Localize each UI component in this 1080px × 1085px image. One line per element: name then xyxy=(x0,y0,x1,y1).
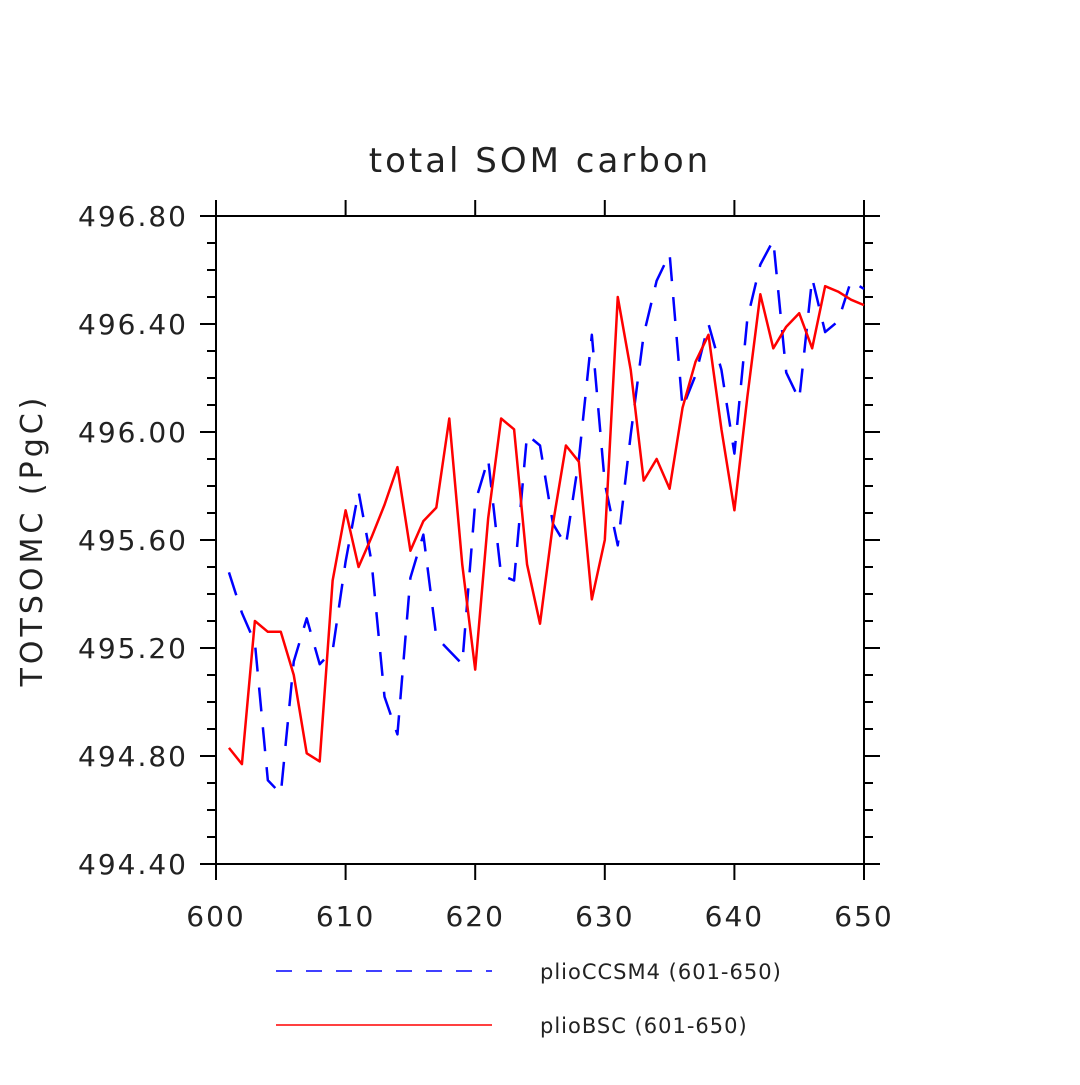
series-line-2 xyxy=(227,284,865,766)
y-tick-label: 494.80 xyxy=(78,740,188,773)
series-lines xyxy=(227,239,865,796)
y-tick-label: 495.60 xyxy=(78,524,188,557)
y-tick-label: 496.80 xyxy=(78,200,188,233)
series-line-1 xyxy=(227,239,865,796)
legend: plioCCSM4 (601-650) plioBSC (601-650) xyxy=(276,960,782,1038)
plot-frame xyxy=(215,215,865,865)
x-tick-label: 630 xyxy=(575,900,634,933)
axis-ticks: 494.40 494.80 495.20 495.60 496.00 496.40 496.… xyxy=(78,200,893,933)
x-tick-label: 650 xyxy=(834,900,893,933)
chart-title: total SOM carbon xyxy=(369,141,711,181)
legend-label-2: plioBSC (601-650) xyxy=(540,1014,748,1038)
x-tick-label: 600 xyxy=(186,900,245,933)
y-axis-label: TOTSOMC (PgC) xyxy=(15,394,50,688)
x-tick-label: 620 xyxy=(445,900,504,933)
y-tick-label: 496.00 xyxy=(78,416,188,449)
legend-label-1: plioCCSM4 (601-650) xyxy=(540,960,782,984)
y-tick-label: 495.20 xyxy=(78,632,188,665)
x-tick-label: 640 xyxy=(705,900,764,933)
y-tick-label: 496.40 xyxy=(78,308,188,341)
y-tick-label: 494.40 xyxy=(78,848,188,881)
x-tick-label: 610 xyxy=(316,900,375,933)
